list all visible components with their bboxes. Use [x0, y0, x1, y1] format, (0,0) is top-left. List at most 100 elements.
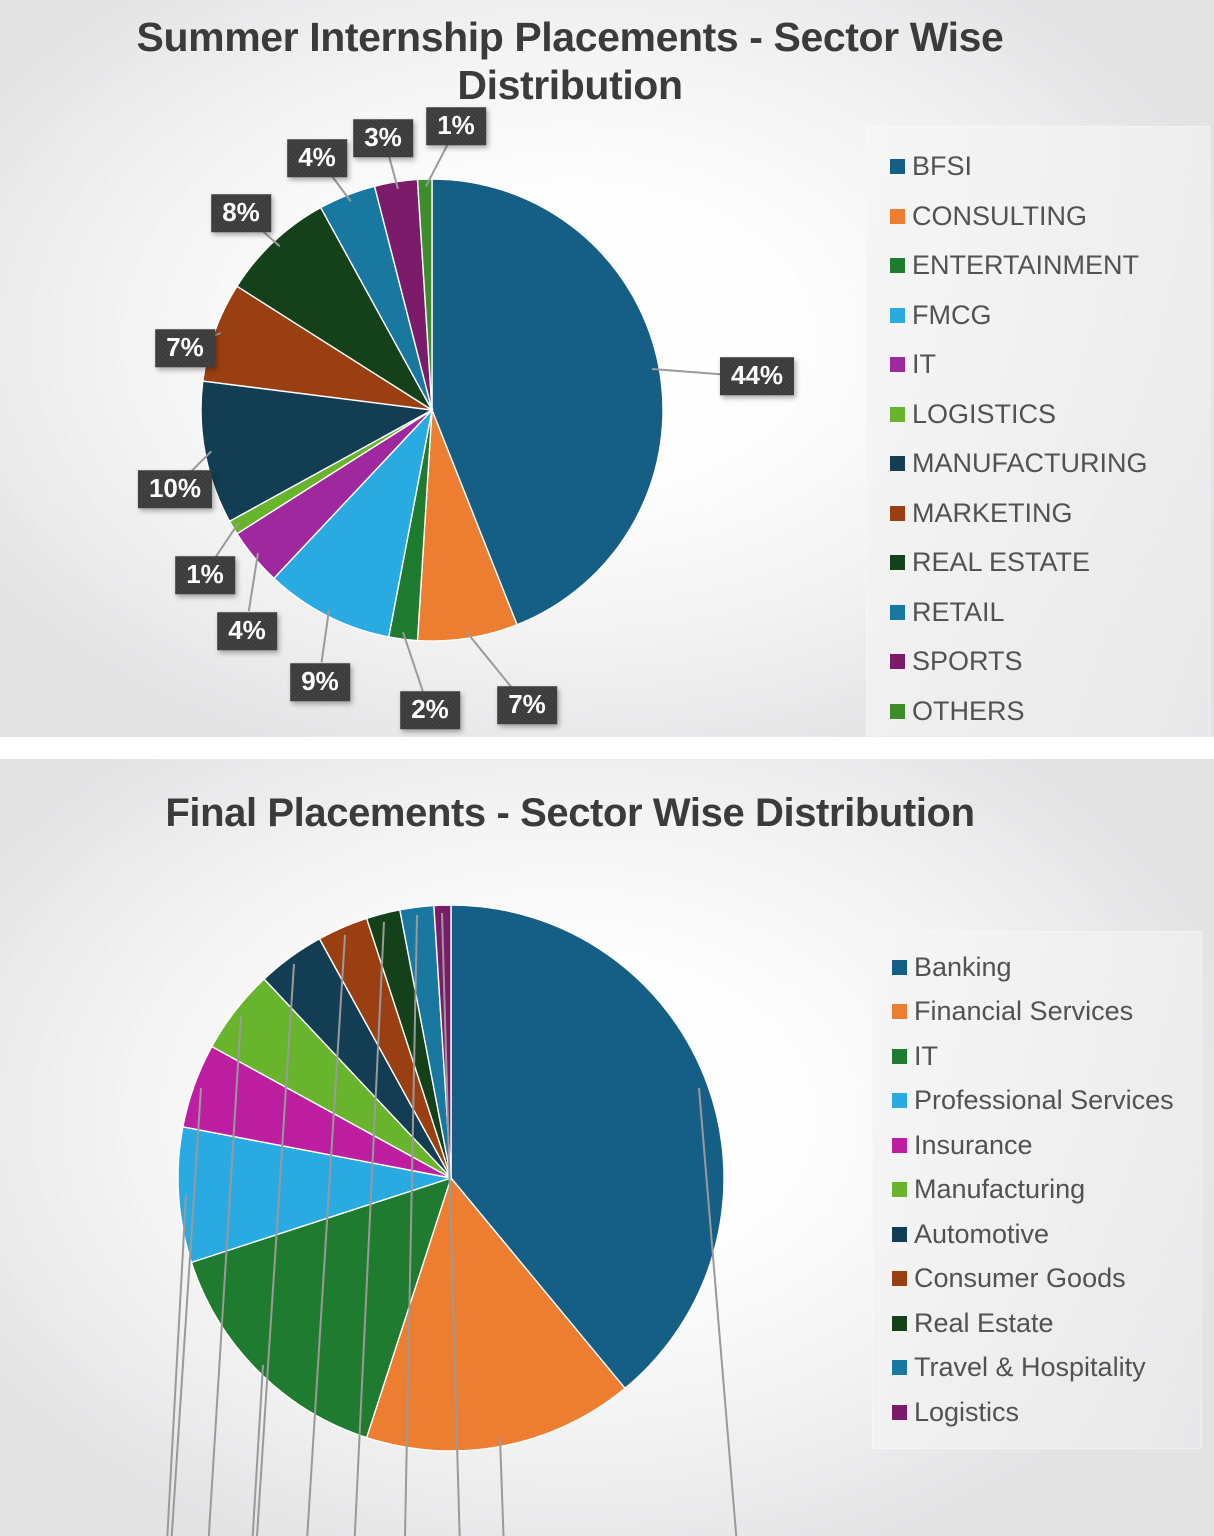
- legend-item[interactable]: Insurance: [892, 1123, 1202, 1168]
- legend-item[interactable]: Consumer Goods: [892, 1257, 1202, 1302]
- legend-item[interactable]: Logistics: [892, 1390, 1202, 1435]
- legend-item-label: Financial Services: [914, 996, 1134, 1027]
- legend-item-label: Real Estate: [914, 1307, 1054, 1338]
- legend-item-label: Logistics: [914, 1396, 1020, 1427]
- chart-1-legend: BFSI CONSULTING ENTERTAINMENT FMCG IT LO…: [866, 126, 1210, 737]
- legend-item-label: CONSULTING: [912, 200, 1088, 231]
- pie-data-label: 9%: [290, 663, 350, 701]
- legend-item-label: MARKETING: [912, 497, 1073, 528]
- pie-data-label: 10%: [138, 470, 212, 508]
- legend-item-label: Insurance: [914, 1129, 1033, 1160]
- legend-item[interactable]: MARKETING: [890, 489, 1210, 539]
- pie-chart-2: [177, 904, 725, 1452]
- legend-item[interactable]: Manufacturing: [892, 1168, 1202, 1213]
- pie-data-label: 7%: [497, 686, 557, 724]
- legend-swatch-icon: [890, 208, 905, 224]
- legend-item[interactable]: OTHERS: [890, 687, 1210, 737]
- legend-swatch-icon: [892, 1315, 907, 1331]
- legend-item-label: OTHERS: [912, 695, 1025, 726]
- legend-item[interactable]: SPORTS: [890, 637, 1210, 687]
- legend-item[interactable]: IT: [890, 340, 1210, 390]
- leader-line: [499, 1438, 530, 1536]
- legend-item-label: ENTERTAINMENT: [912, 250, 1140, 281]
- legend-swatch-icon: [892, 1137, 907, 1153]
- legend-item[interactable]: Automotive: [892, 1212, 1202, 1257]
- legend-item-label: Travel & Hospitality: [914, 1352, 1146, 1383]
- legend-item[interactable]: FMCG: [890, 291, 1210, 341]
- legend-swatch-icon: [892, 1360, 907, 1376]
- legend-item-label: Banking: [914, 951, 1012, 982]
- legend-item-label: IT: [912, 349, 936, 380]
- legend-item[interactable]: RETAIL: [890, 588, 1210, 638]
- legend-item-label: Manufacturing: [914, 1174, 1086, 1205]
- pie-data-label: 44%: [720, 357, 794, 395]
- pie-data-label: 1%: [175, 556, 235, 594]
- legend-item-label: SPORTS: [912, 646, 1023, 677]
- legend-swatch-icon: [890, 505, 905, 521]
- legend-swatch-icon: [890, 654, 905, 670]
- legend-item[interactable]: CONSULTING: [890, 192, 1210, 242]
- legend-swatch-icon: [890, 159, 905, 175]
- pie-slice[interactable]: [416, 178, 433, 411]
- legend-swatch-icon: [892, 1271, 907, 1287]
- legend-item[interactable]: BFSI: [890, 142, 1210, 192]
- pie-slice[interactable]: [416, 409, 518, 642]
- summer-internship-chart-panel: Summer Internship Placements - Sector Wi…: [0, 0, 1214, 737]
- chart-1-pie-area: [200, 178, 664, 642]
- legend-item-label: FMCG: [912, 299, 992, 330]
- pie-data-label: 7%: [155, 329, 215, 367]
- pie-data-label: 4%: [217, 612, 277, 650]
- legend-item-label: REAL ESTATE: [912, 547, 1091, 578]
- legend-item[interactable]: Financial Services: [892, 990, 1202, 1035]
- legend-swatch-icon: [890, 357, 905, 373]
- legend-item[interactable]: IT: [892, 1034, 1202, 1079]
- legend-swatch-icon: [892, 959, 907, 975]
- chart-2-title: Final Placements - Sector Wise Distribut…: [165, 791, 975, 835]
- pie-data-label: 2%: [400, 691, 460, 729]
- legend-swatch-icon: [890, 555, 905, 571]
- pie-data-label: 1%: [426, 107, 486, 145]
- pie-data-label: 8%: [211, 194, 271, 232]
- legend-item[interactable]: REAL ESTATE: [890, 538, 1210, 588]
- pie-slice[interactable]: [431, 178, 664, 626]
- legend-item-label: Consumer Goods: [914, 1263, 1126, 1294]
- legend-swatch-icon: [890, 703, 905, 719]
- legend-item-label: Professional Services: [914, 1085, 1174, 1116]
- legend-swatch-icon: [892, 1404, 907, 1420]
- legend-swatch-icon: [890, 307, 905, 323]
- legend-swatch-icon: [890, 406, 905, 422]
- legend-item-label: Automotive: [914, 1218, 1050, 1249]
- legend-item-label: MANUFACTURING: [912, 448, 1148, 479]
- chart-1-title: Summer Internship Placements - Sector Wi…: [136, 14, 1004, 108]
- legend-item[interactable]: ENTERTAINMENT: [890, 241, 1210, 291]
- legend-item[interactable]: Travel & Hospitality: [892, 1346, 1202, 1391]
- legend-item-label: RETAIL: [912, 596, 1005, 627]
- legend-swatch-icon: [890, 258, 905, 274]
- final-placements-chart-panel: Final Placements - Sector Wise Distribut…: [0, 759, 1214, 1536]
- legend-item[interactable]: Banking: [892, 945, 1202, 990]
- legend-item-label: BFSI: [912, 151, 973, 182]
- chart-2-legend: Banking Financial Services IT Profession…: [872, 931, 1202, 1449]
- pie-slice[interactable]: [202, 285, 433, 411]
- legend-swatch-icon: [892, 1048, 907, 1064]
- pie-slice[interactable]: [200, 380, 435, 523]
- legend-swatch-icon: [892, 1182, 907, 1198]
- pie-slice[interactable]: [450, 904, 725, 1390]
- legend-swatch-icon: [892, 1004, 907, 1020]
- legend-swatch-icon: [890, 604, 905, 620]
- legend-swatch-icon: [890, 456, 905, 472]
- pie-data-label: 4%: [287, 139, 347, 177]
- legend-item[interactable]: MANUFACTURING: [890, 439, 1210, 489]
- pie-slice[interactable]: [365, 1176, 627, 1452]
- legend-item[interactable]: LOGISTICS: [890, 390, 1210, 440]
- legend-item-label: IT: [914, 1040, 938, 1071]
- pie-data-label: 3%: [353, 119, 413, 157]
- pie-chart-1: [200, 178, 664, 642]
- chart-2-pie-area: [177, 904, 725, 1452]
- legend-item-label: LOGISTICS: [912, 398, 1057, 429]
- legend-swatch-icon: [892, 1226, 907, 1242]
- legend-item[interactable]: Real Estate: [892, 1301, 1202, 1346]
- legend-item[interactable]: Professional Services: [892, 1079, 1202, 1124]
- legend-swatch-icon: [892, 1093, 907, 1109]
